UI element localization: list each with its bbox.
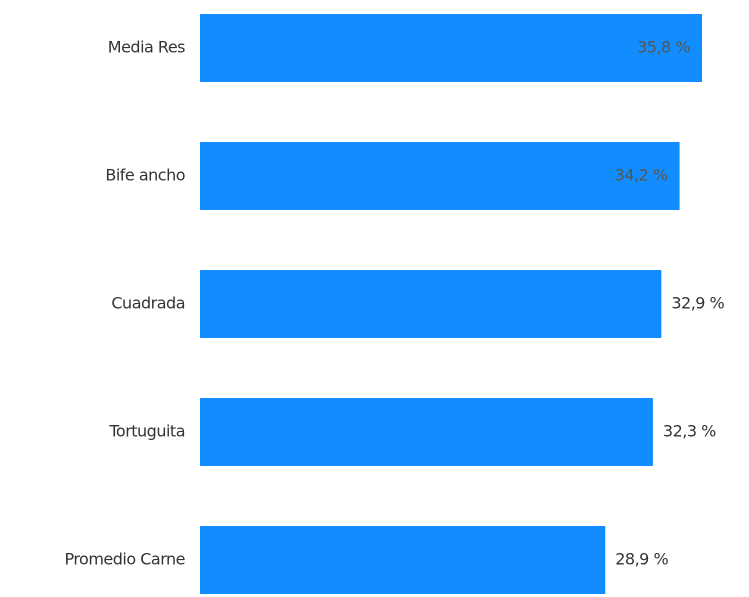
category-label: Promedio Carne [64, 550, 185, 569]
value-label: 35,8 % [637, 38, 690, 57]
category-label: Cuadrada [111, 294, 185, 313]
value-label: 34,2 % [615, 166, 668, 185]
bar [200, 526, 606, 594]
value-label: 28,9 % [615, 550, 668, 569]
category-label: Bife ancho [105, 166, 185, 185]
bar [200, 398, 653, 466]
value-label: 32,9 % [671, 294, 724, 313]
bar [200, 142, 680, 210]
bar [200, 14, 702, 82]
bar [200, 270, 662, 338]
value-label: 32,3 % [663, 422, 716, 441]
category-label: Media Res [108, 38, 185, 57]
category-label: Tortuguita [108, 422, 185, 441]
